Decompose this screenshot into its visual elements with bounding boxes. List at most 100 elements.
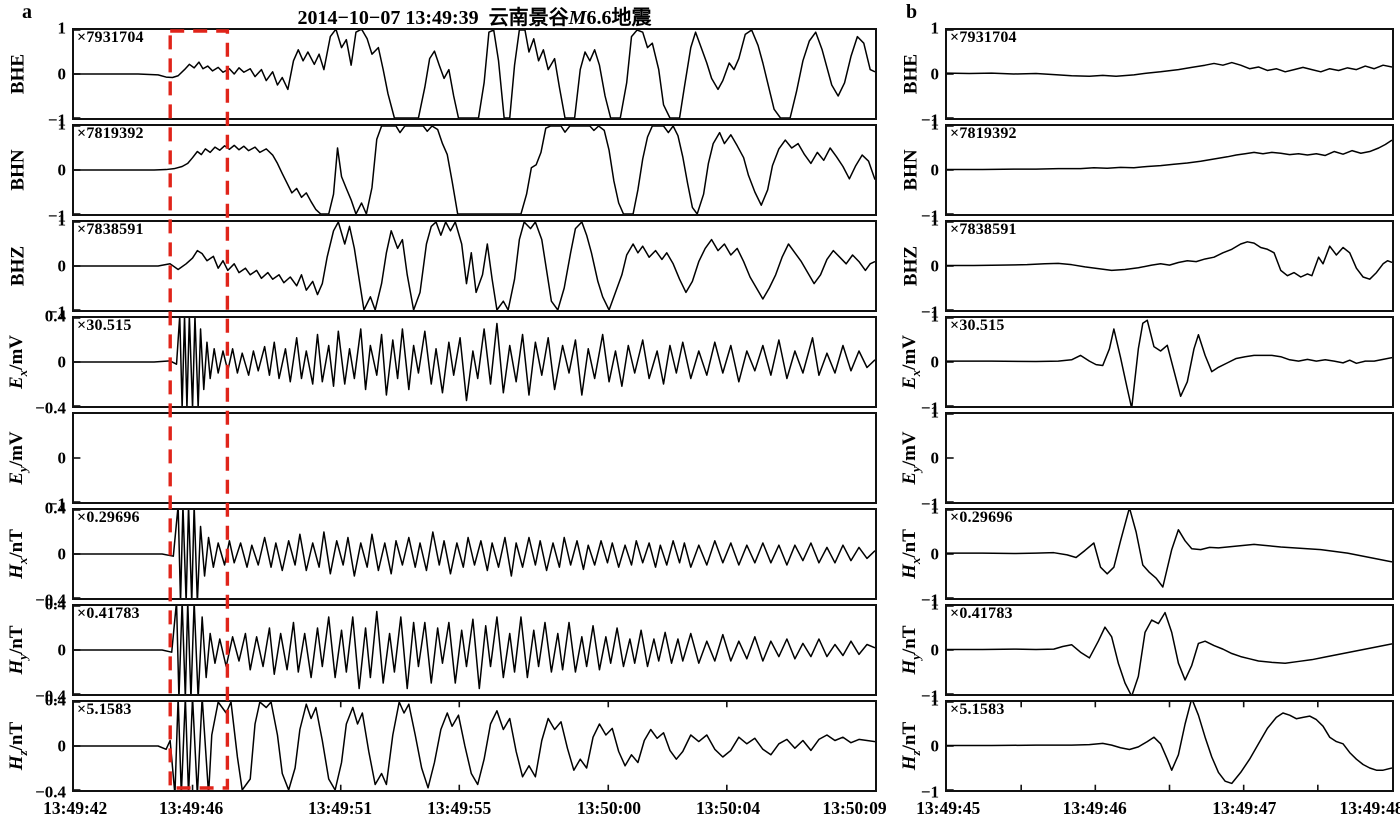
y-tick-label: 1 [930, 690, 940, 710]
waveform-plot-a-Ex [72, 316, 877, 408]
waveform-trace-Hz [74, 700, 875, 792]
y-tick-label: −1 [920, 302, 939, 322]
y-tick-label: −1 [47, 110, 66, 130]
y-tick-label: −1 [920, 494, 939, 514]
x-tick-label: 13:49:42 [43, 798, 108, 818]
x-tick-label: 13:49:48 [1339, 798, 1400, 818]
waveform-plot-a-Hz [72, 700, 877, 792]
y-tick-label: 0 [930, 736, 940, 756]
waveform-trace-BHN [947, 140, 1392, 169]
x-tick-label: 13:50:04 [695, 798, 761, 818]
panel-b: BHE 1 0 −1 ×7931704 BHN 1 0 −1 ×7819392 BHZ 1 0 −1 ×78… [899, 20, 1400, 819]
y-tick-label: −0.4 [35, 782, 66, 802]
subplot-b-Hx: Hx/nT 1 0 −1 ×0.29696 [899, 500, 1394, 609]
figure-title: 2014−10−07 13:49:39 云南景谷M6.6地震 [297, 7, 652, 29]
y-tick-label: −1 [920, 590, 939, 610]
waveform-plot-a-BHZ [72, 220, 877, 312]
x-axis-labels: 13:49:45 13:49:46 13:49:47 13:49:48 [916, 796, 1400, 822]
waveform-plot-a-BHN [72, 124, 877, 216]
y-tick-label: 0 [57, 544, 67, 564]
waveform-trace-Hz [947, 700, 1392, 783]
y-tick-label: 1 [57, 18, 67, 38]
y-tick-label: −0.4 [35, 590, 66, 610]
scale-factor-a-BHN: ×7819392 [77, 125, 144, 142]
waveform-trace-Ex [947, 320, 1392, 408]
x-tick-label: 13:49:46 [159, 798, 224, 818]
panel-a: BHE 1 0 −1 ×7931704 BHN 1 0 −1 ×7819392 BHZ 1 0 −1 ×78… [6, 20, 887, 819]
scale-factor-b-BHE: ×7931704 [950, 29, 1017, 46]
y-tick-label: 1 [930, 306, 940, 326]
y-tick-label: 0 [930, 640, 940, 660]
subplot-a-BHZ: BHZ 1 0 −1 ×7838591 [8, 212, 877, 321]
scale-factor-a-Hz: ×5.1583 [77, 701, 132, 718]
y-tick-label: −1 [920, 110, 939, 130]
y-tick-label: 0 [57, 640, 67, 660]
scale-factor-a-Ex: ×30.515 [77, 317, 132, 334]
y-tick-label: 0.4 [44, 498, 66, 518]
y-tick-label: 1 [930, 210, 940, 230]
scale-factor-a-BHE: ×7931704 [77, 29, 144, 46]
subplot-a-Ey: Ey/mV 0 −1 [6, 412, 877, 513]
subplot-a-Hz: Hz/nT 0.4 0 −0.4 ×5.1583 [6, 692, 877, 801]
waveform-trace-Ex [74, 316, 875, 408]
waveform-plot-b-Hz [945, 700, 1394, 792]
subplot-a-Hy: Hy/nT 0.4 0 −0.4 ×0.41783 [6, 596, 877, 705]
rows: BHE 1 0 −1 ×7931704 BHN 1 0 −1 ×7819392 BHZ 1 0 −1 ×78… [899, 20, 1394, 801]
waveform-plot-a-Hy [72, 604, 877, 696]
y-tick-label: 0 [57, 64, 67, 84]
x-tick-label: 13:50:00 [576, 798, 641, 818]
y-tick-label: 0.4 [44, 306, 66, 326]
y-tick-label: 1 [930, 402, 940, 422]
y-tick-label: 0 [57, 256, 67, 276]
y-tick-label: 0 [57, 352, 67, 372]
y-tick-label: 1 [930, 18, 940, 38]
waveform-trace-BHE [947, 63, 1392, 77]
x-tick-label: 13:49:55 [427, 798, 492, 818]
y-tick-label: 0 [930, 64, 940, 84]
panel-b-label: b [906, 1, 918, 23]
scale-factor-b-Ex: ×30.515 [950, 317, 1005, 334]
y-tick-label: −1 [920, 782, 939, 802]
subplot-b-BHN: BHN 1 0 −1 ×7819392 [901, 116, 1394, 225]
y-tick-label: −1 [920, 398, 939, 418]
waveform-plot-b-Hx [945, 508, 1394, 600]
y-tick-label: 0 [930, 256, 940, 276]
y-tick-label: 0.4 [44, 594, 66, 614]
y-tick-label: 0 [930, 544, 940, 564]
y-tick-label: 1 [930, 114, 940, 134]
y-tick-label: −0.4 [35, 398, 66, 418]
x-tick-label: 13:49:51 [307, 798, 373, 818]
y-tick-label: 0 [57, 160, 67, 180]
waveform-plot-b-BHE [945, 28, 1394, 120]
waveform-trace-Hy [74, 604, 875, 696]
scale-factor-a-Hy: ×0.41783 [77, 605, 140, 622]
waveform-trace-Hx [74, 508, 875, 600]
waveform-trace-BHN [74, 126, 875, 214]
waveform-plot-b-Ex [945, 316, 1394, 408]
y-tick-label: −1 [920, 686, 939, 706]
subplot-b-Hy: Hy/nT 1 0 −1 ×0.41783 [899, 596, 1394, 705]
waveform-plot-a-BHE [72, 28, 877, 120]
subplot-a-BHE: BHE 1 0 −1 ×7931704 [8, 20, 877, 129]
waveform-plot-b-Hy [945, 604, 1394, 696]
waveform-trace-BHE [74, 29, 875, 118]
x-tick-label: 13:50:09 [822, 798, 887, 818]
rows: BHE 1 0 −1 ×7931704 BHN 1 0 −1 ×7819392 BHZ 1 0 −1 ×78… [6, 20, 877, 801]
waveform-plot-b-Ey [945, 412, 1394, 504]
scale-factor-b-BHZ: ×7838591 [950, 221, 1017, 238]
y-tick-label: −1 [47, 494, 66, 514]
waveform-trace-BHZ [947, 242, 1392, 279]
y-tick-label: 1 [930, 498, 940, 518]
y-tick-label: 1 [57, 114, 67, 134]
waveform-plot-a-Ey [72, 412, 877, 504]
x-tick-label: 13:49:47 [1212, 798, 1277, 818]
scale-factor-b-BHN: ×7819392 [950, 125, 1017, 142]
y-tick-label: −1 [47, 302, 66, 322]
waveform-plot-a-Hx [72, 508, 877, 600]
subplot-b-Ex: Ex/mV 1 0 −1 ×30.515 [899, 308, 1394, 417]
y-tick-label: 1 [57, 210, 67, 230]
y-tick-label: 1 [930, 594, 940, 614]
y-tick-label: −1 [47, 206, 66, 226]
subplot-b-Hz: Hz/nT 1 0 −1 ×5.1583 [899, 692, 1394, 801]
